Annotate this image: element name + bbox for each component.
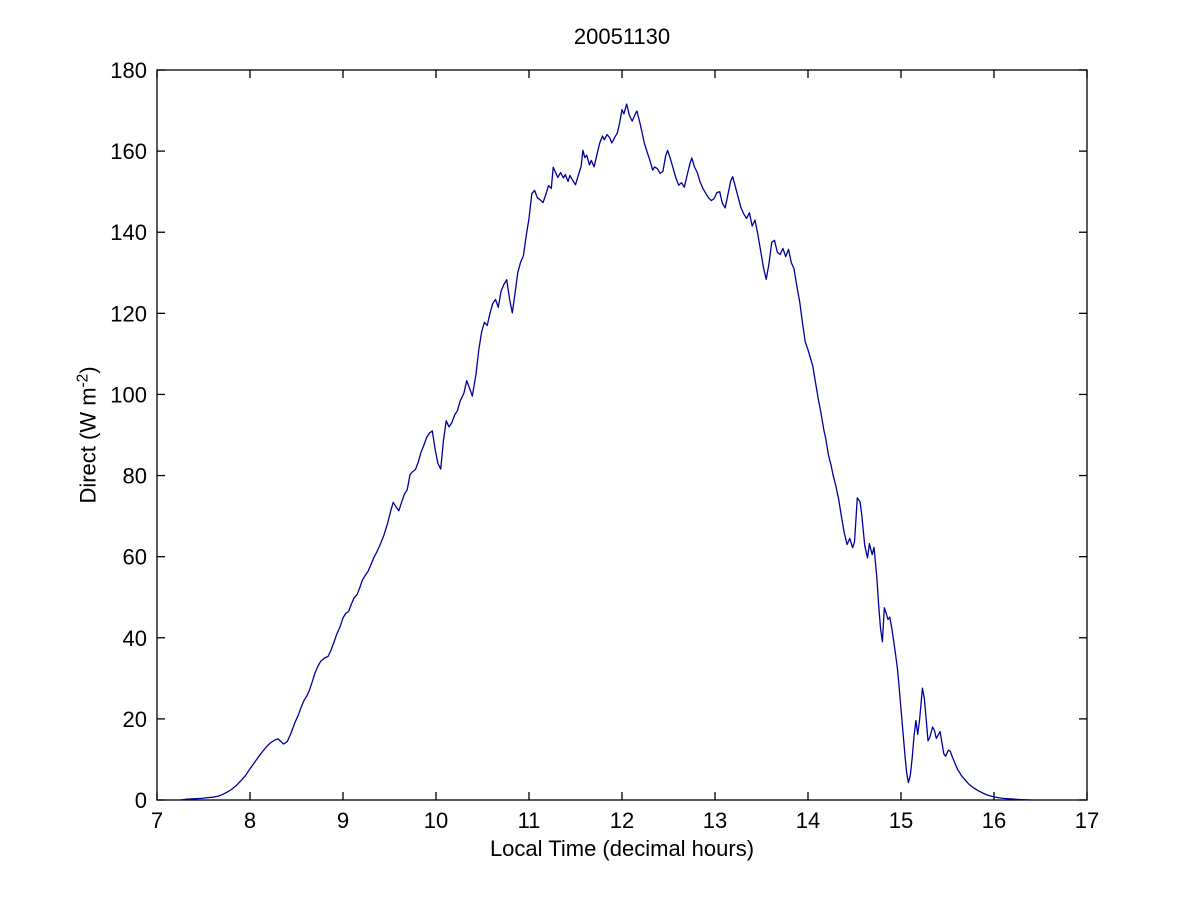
y-tick-label: 120 xyxy=(110,301,147,326)
y-tick-label: 0 xyxy=(135,788,147,813)
y-axis-label: Direct (W m-2) xyxy=(74,366,101,503)
y-tick-label: 80 xyxy=(123,464,147,489)
y-axis-label-superscript: -2 xyxy=(74,373,92,388)
x-tick-label: 11 xyxy=(518,808,541,833)
x-tick-label: 15 xyxy=(889,808,913,833)
y-tick-label: 140 xyxy=(110,220,147,245)
y-axis-label-text: Direct (W m xyxy=(75,387,101,504)
plot-frame xyxy=(156,69,1088,801)
y-tick-label: 40 xyxy=(123,626,147,651)
y-tick-label: 20 xyxy=(123,707,147,732)
x-tick-label: 16 xyxy=(982,808,1006,833)
x-tick-label: 13 xyxy=(703,808,727,833)
x-tick-label: 9 xyxy=(337,808,349,833)
y-tick-label: 180 xyxy=(110,58,147,83)
plot-title: 20051130 xyxy=(573,24,671,49)
direct-irradiance-line xyxy=(179,103,1032,801)
y-tick-label: 160 xyxy=(110,139,147,164)
x-tick-label: 7 xyxy=(151,808,163,833)
y-tick-label: 60 xyxy=(123,545,147,570)
x-tick-label: 8 xyxy=(244,808,256,833)
y-tick-label: 100 xyxy=(110,382,147,407)
y-axis-label-suffix: ) xyxy=(75,366,101,374)
x-tick-label: 12 xyxy=(610,808,634,833)
x-tick-label: 10 xyxy=(424,808,448,833)
x-tick-label: 14 xyxy=(796,808,820,833)
x-tick-label: 17 xyxy=(1075,808,1099,833)
x-axis-label: Local Time (decimal hours) xyxy=(489,836,755,861)
